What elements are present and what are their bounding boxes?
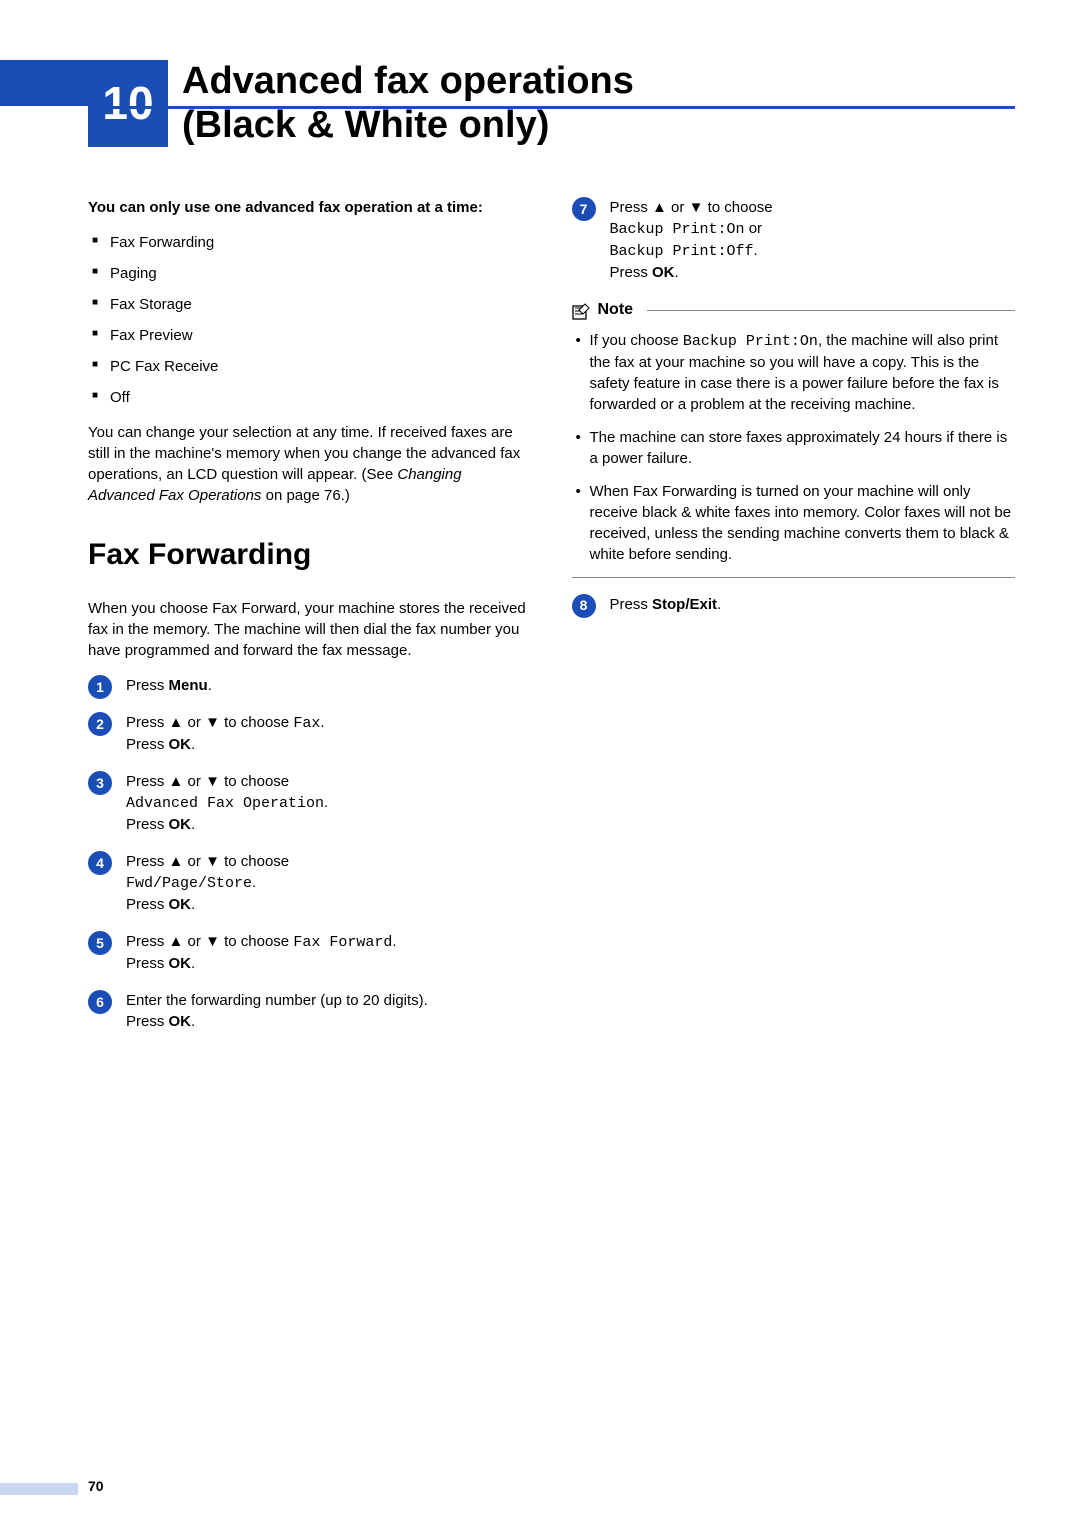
step-body: Press Stop/Exit. [610, 596, 722, 613]
note-title: Note [598, 299, 634, 321]
intro-after: You can change your selection at any tim… [88, 422, 532, 506]
step-item: 8 Press Stop/Exit. [572, 594, 1016, 615]
step-badge: 7 [572, 197, 596, 221]
text-fragment: Backup Print:On [610, 221, 745, 238]
step-body: Press Menu. [126, 677, 212, 694]
steps-right-top: 7 Press ▲ or ▼ to chooseBackup Print:On o… [572, 197, 1016, 283]
text-fragment: OK [169, 955, 192, 972]
steps-left: 1 Press Menu. 2 Press ▲ or ▼ to choose Fax.… [88, 675, 532, 1032]
text-fragment: OK [652, 264, 675, 281]
text-fragment: Menu [169, 677, 208, 694]
step-item: 1 Press Menu. [88, 675, 532, 696]
step-item: 7 Press ▲ or ▼ to chooseBackup Print:On o… [572, 197, 1016, 283]
text-fragment: OK [169, 816, 192, 833]
intro-list: Fax Forwarding Paging Fax Storage Fax Previ… [88, 232, 532, 408]
step-badge: 1 [88, 675, 112, 699]
intro-after-text2: on page 76.) [261, 487, 349, 504]
text-fragment: Backup Print:Off [610, 243, 754, 260]
right-column: 7 Press ▲ or ▼ to chooseBackup Print:On o… [572, 197, 1016, 1048]
intro-lead: You can only use one advanced fax operat… [88, 197, 532, 218]
left-column: You can only use one advanced fax operat… [88, 197, 532, 1048]
step-body: Enter the forwarding number (up to 20 di… [126, 992, 428, 1030]
step-item: 4 Press ▲ or ▼ to chooseFwd/Page/Store.Pr… [88, 851, 532, 915]
note-item: When Fax Forwarding is turned on your ma… [572, 481, 1016, 565]
step-badge: 5 [88, 931, 112, 955]
note-item: If you choose Backup Print:On, the machi… [572, 330, 1016, 415]
step-body: Press ▲ or ▼ to chooseFwd/Page/Store.Pre… [126, 853, 289, 913]
text-fragment: ▼ [689, 199, 704, 216]
text-fragment: Backup Print:On [683, 333, 818, 350]
text-fragment: OK [169, 736, 192, 753]
section-lead: When you choose Fax Forward, your machin… [88, 598, 532, 661]
intro-list-item: Fax Storage [88, 294, 532, 315]
step-body: Press ▲ or ▼ to chooseBackup Print:On or… [610, 199, 773, 281]
note-head: Note [572, 299, 1016, 321]
text-fragment: ▲ [169, 773, 184, 790]
text-fragment: ▲ [169, 714, 184, 731]
step-item: 2 Press ▲ or ▼ to choose Fax.Press OK. [88, 712, 532, 755]
text-fragment: ▼ [205, 853, 220, 870]
chapter-title: Advanced fax operations (Black & White o… [168, 60, 634, 147]
note-rule [647, 310, 1015, 311]
note-list: If you choose Backup Print:On, the machi… [572, 330, 1016, 565]
intro-list-item: Off [88, 387, 532, 408]
page-number: 70 [88, 1477, 104, 1497]
step-body: Press ▲ or ▼ to choose Fax Forward.Press… [126, 933, 397, 972]
note-icon [572, 302, 592, 320]
text-fragment: Fax [293, 715, 320, 732]
note-item: The machine can store faxes approximatel… [572, 427, 1016, 469]
header-accent [0, 60, 105, 106]
step-badge: 4 [88, 851, 112, 875]
step-badge: 3 [88, 771, 112, 795]
text-fragment: OK [169, 896, 192, 913]
chapter-heading: 10 Advanced fax operations (Black & Whit… [88, 60, 1075, 147]
text-fragment: ▼ [205, 714, 220, 731]
note-end-rule [572, 577, 1016, 578]
text-fragment: Fwd/Page/Store [126, 875, 252, 892]
step-item: 3 Press ▲ or ▼ to chooseAdvanced Fax Oper… [88, 771, 532, 835]
step-item: 5 Press ▲ or ▼ to choose Fax Forward.Pres… [88, 931, 532, 974]
intro-list-item: Fax Preview [88, 325, 532, 346]
footer-accent [0, 1483, 78, 1495]
intro-list-item: Paging [88, 263, 532, 284]
section-title: Fax Forwarding [88, 534, 532, 576]
step-body: Press ▲ or ▼ to choose Fax.Press OK. [126, 714, 325, 753]
header-rule [88, 106, 1015, 109]
text-fragment: Stop/Exit [652, 596, 717, 613]
step-badge: 2 [88, 712, 112, 736]
text-fragment: ▲ [169, 933, 184, 950]
step-item: 6 Enter the forwarding number (up to 20 d… [88, 990, 532, 1032]
chapter-title-line1: Advanced fax operations [182, 60, 634, 102]
note-block: Note If you choose Backup Print:On, the … [572, 299, 1016, 577]
content-columns: You can only use one advanced fax operat… [0, 197, 1075, 1048]
text-fragment: ▲ [169, 853, 184, 870]
intro-list-item: Fax Forwarding [88, 232, 532, 253]
text-fragment: OK [169, 1013, 192, 1030]
step-badge: 8 [572, 594, 596, 618]
text-fragment: Fax Forward [293, 934, 392, 951]
steps-right-bottom: 8 Press Stop/Exit. [572, 594, 1016, 615]
text-fragment: ▼ [205, 773, 220, 790]
step-body: Press ▲ or ▼ to chooseAdvanced Fax Opera… [126, 773, 328, 833]
text-fragment: Advanced Fax Operation [126, 795, 324, 812]
chapter-title-line2: (Black & White only) [182, 104, 549, 146]
intro-list-item: PC Fax Receive [88, 356, 532, 377]
text-fragment: ▲ [652, 199, 667, 216]
step-badge: 6 [88, 990, 112, 1014]
text-fragment: ▼ [205, 933, 220, 950]
